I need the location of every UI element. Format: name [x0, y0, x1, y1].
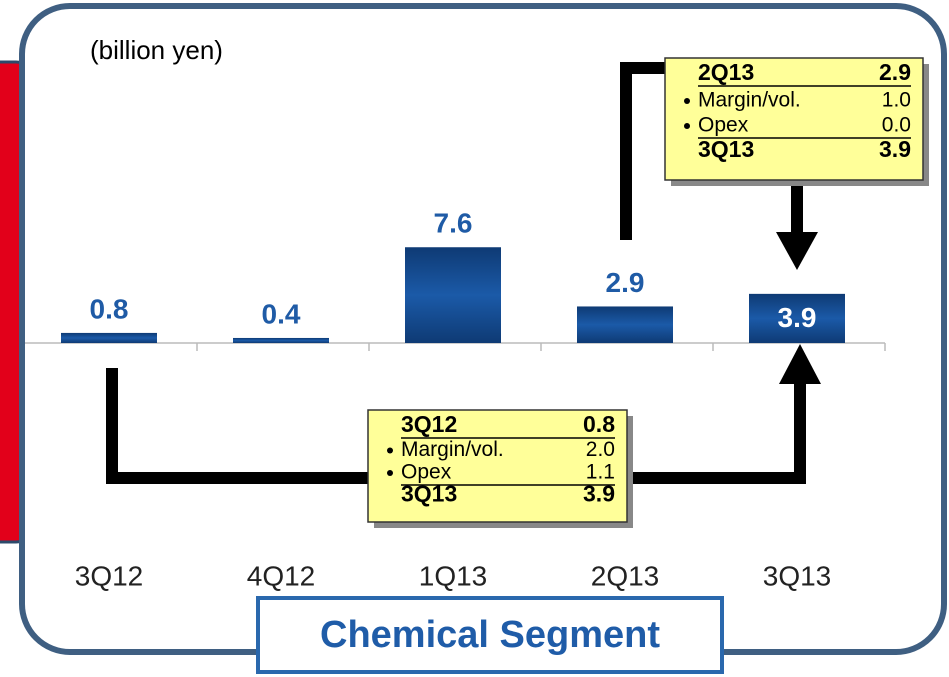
bullet: [684, 123, 690, 129]
annotation-value: 3.9: [879, 136, 911, 162]
annotation-label: 3Q13: [698, 136, 754, 162]
bar: [405, 247, 501, 343]
value-label: 0.4: [262, 298, 301, 329]
bar: [577, 306, 673, 343]
arrowhead: [779, 344, 821, 384]
annotation-box: [367, 409, 628, 523]
annotation-box: [664, 57, 924, 181]
x-tick-label: 3Q13: [763, 560, 832, 591]
unit-label: (billion yen): [90, 35, 223, 65]
value-label: 0.8: [90, 293, 129, 324]
x-tick-label: 3Q12: [75, 560, 144, 591]
segment-box: [256, 596, 724, 674]
annotation-value: 1.0: [882, 89, 911, 112]
annotation-value: 3.9: [583, 481, 615, 507]
x-tick-label: 4Q12: [247, 560, 316, 591]
annotation-value: 2.9: [879, 59, 911, 85]
annotation-value: 1.1: [586, 461, 615, 484]
annotation-label: Margin/vol.: [401, 438, 504, 461]
annotation-label: 3Q13: [401, 481, 457, 507]
annotation-value: 0.8: [583, 411, 615, 437]
value-label: 7.6: [434, 208, 473, 239]
bar: [749, 293, 845, 343]
bar: [233, 337, 329, 343]
x-tick-label: 2Q13: [591, 560, 660, 591]
annotation-label: Margin/vol.: [698, 89, 801, 112]
value-label: 3.9: [778, 302, 817, 333]
x-tick-label: 1Q13: [419, 560, 488, 591]
annotation-value: 2.0: [586, 438, 615, 461]
value-label: 2.9: [606, 267, 645, 298]
bar: [61, 332, 157, 343]
annotation-label: 2Q13: [698, 59, 754, 85]
bullet: [387, 447, 393, 454]
annotation-label: Opex: [698, 114, 749, 137]
connector: [620, 62, 668, 240]
annotation-label: Opex: [401, 461, 452, 484]
segment-title: Chemical Segment: [320, 614, 660, 656]
bullet: [684, 98, 690, 104]
annotation-label: 3Q12: [401, 411, 457, 437]
bullet: [387, 470, 393, 476]
annotation-value: 0.0: [882, 114, 911, 137]
arrowhead: [776, 232, 818, 270]
